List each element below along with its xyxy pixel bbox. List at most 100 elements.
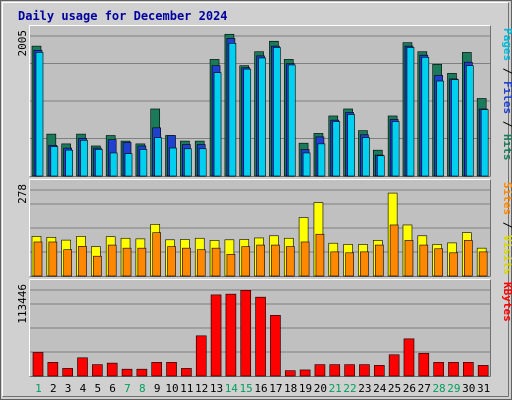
bar-kbytes-10 xyxy=(166,362,177,377)
bar-kbytes-2 xyxy=(47,362,59,377)
bar-kbytes-7 xyxy=(121,368,133,377)
day-label-2: 2 xyxy=(50,382,57,395)
bar-pages-17 xyxy=(273,47,281,177)
day-label-20: 20 xyxy=(314,382,327,395)
bar-kbytes-21 xyxy=(329,364,341,377)
bar-kbytes-6 xyxy=(106,362,118,377)
bar-pages-28 xyxy=(436,80,444,177)
bar-kbytes-22 xyxy=(344,364,355,377)
day-label-27: 27 xyxy=(418,382,431,395)
legend-separator: / xyxy=(501,61,512,81)
bar-sites-17 xyxy=(271,244,280,277)
day-label-24: 24 xyxy=(373,382,387,395)
bar-sites-24 xyxy=(374,244,384,277)
bar-kbytes-30 xyxy=(463,362,474,377)
bar-pages-18 xyxy=(287,64,296,177)
bar-pages-10 xyxy=(169,147,177,177)
day-label-13: 13 xyxy=(210,382,223,395)
bar-pages-20 xyxy=(317,143,326,177)
max-label-hits: 2005 xyxy=(16,30,29,57)
bar-pages-7 xyxy=(124,153,133,177)
bar-pages-4 xyxy=(80,140,88,177)
day-label-14: 14 xyxy=(225,382,239,395)
legend-entry-pages: Pages xyxy=(501,28,512,61)
bar-pages-26 xyxy=(406,47,415,177)
bar-sites-29 xyxy=(449,252,458,277)
bar-sites-1 xyxy=(33,241,43,277)
bar-sites-12 xyxy=(196,249,206,277)
day-label-7: 7 xyxy=(124,382,131,395)
bar-sites-2 xyxy=(48,241,58,277)
bar-sites-9 xyxy=(152,232,162,277)
day-label-22: 22 xyxy=(343,382,356,395)
bar-sites-26 xyxy=(404,240,414,277)
day-label-31: 31 xyxy=(477,382,490,395)
bar-pages-24 xyxy=(376,155,385,177)
bar-pages-14 xyxy=(228,43,237,177)
bar-sites-3 xyxy=(63,249,72,277)
bar-pages-13 xyxy=(213,72,222,177)
day-label-10: 10 xyxy=(165,382,178,395)
day-label-26: 26 xyxy=(403,382,416,395)
bar-kbytes-27 xyxy=(418,352,430,377)
bar-pages-27 xyxy=(421,56,430,177)
bar-kbytes-19 xyxy=(299,369,311,377)
bar-sites-10 xyxy=(167,246,176,277)
max-label-visits: 278 xyxy=(16,184,29,204)
bar-sites-19 xyxy=(300,241,310,277)
legend-entry-hits: Hits xyxy=(501,134,512,161)
bar-kbytes-18 xyxy=(284,370,296,377)
bar-pages-19 xyxy=(302,152,311,177)
bar-pages-1 xyxy=(35,52,44,177)
bar-sites-22 xyxy=(345,252,354,277)
bar-sites-31 xyxy=(478,251,488,277)
bar-sites-27 xyxy=(419,244,429,277)
bar-kbytes-25 xyxy=(388,354,400,377)
bar-pages-2 xyxy=(50,146,59,177)
bar-kbytes-12 xyxy=(195,335,207,377)
bar-sites-13 xyxy=(211,247,221,277)
bar-pages-15 xyxy=(243,68,252,177)
legend-separator: / xyxy=(501,114,512,134)
legend-entry-files: Files xyxy=(501,81,512,114)
day-label-30: 30 xyxy=(462,382,475,395)
bar-pages-11 xyxy=(184,148,192,177)
bar-pages-5 xyxy=(95,149,103,177)
day-label-25: 25 xyxy=(388,382,401,395)
bar-sites-15 xyxy=(241,246,251,277)
bar-sites-11 xyxy=(182,247,191,277)
bar-sites-16 xyxy=(256,244,265,277)
bar-sites-23 xyxy=(360,251,369,277)
legend-kbytes: KBytes xyxy=(501,282,512,322)
legend-hits: Pages / Files / Hits xyxy=(501,28,512,161)
bar-pages-9 xyxy=(154,137,163,177)
legend-entry-kbytes: KBytes xyxy=(501,282,512,322)
bar-sites-14 xyxy=(226,254,236,277)
bar-kbytes-8 xyxy=(136,368,148,377)
bar-kbytes-13 xyxy=(210,294,222,377)
day-label-19: 19 xyxy=(299,382,312,395)
day-label-3: 3 xyxy=(65,382,72,395)
day-label-4: 4 xyxy=(80,382,87,395)
bar-kbytes-29 xyxy=(448,362,459,377)
bar-kbytes-20 xyxy=(314,364,326,377)
day-label-28: 28 xyxy=(432,382,445,395)
bar-sites-25 xyxy=(389,224,399,277)
day-label-1: 1 xyxy=(35,382,42,395)
bar-kbytes-17 xyxy=(270,315,281,377)
day-label-18: 18 xyxy=(284,382,297,395)
day-label-9: 9 xyxy=(154,382,161,395)
bar-kbytes-28 xyxy=(433,362,444,377)
bar-sites-30 xyxy=(464,240,473,277)
day-label-23: 23 xyxy=(358,382,371,395)
bar-sites-8 xyxy=(137,247,147,277)
bar-pages-12 xyxy=(198,148,207,177)
bar-pages-21 xyxy=(332,121,341,177)
day-label-11: 11 xyxy=(180,382,193,395)
max-label-kbytes: 113446 xyxy=(16,284,29,324)
bar-kbytes-1 xyxy=(32,352,44,377)
bar-kbytes-11 xyxy=(181,368,192,377)
bar-kbytes-23 xyxy=(359,364,370,377)
